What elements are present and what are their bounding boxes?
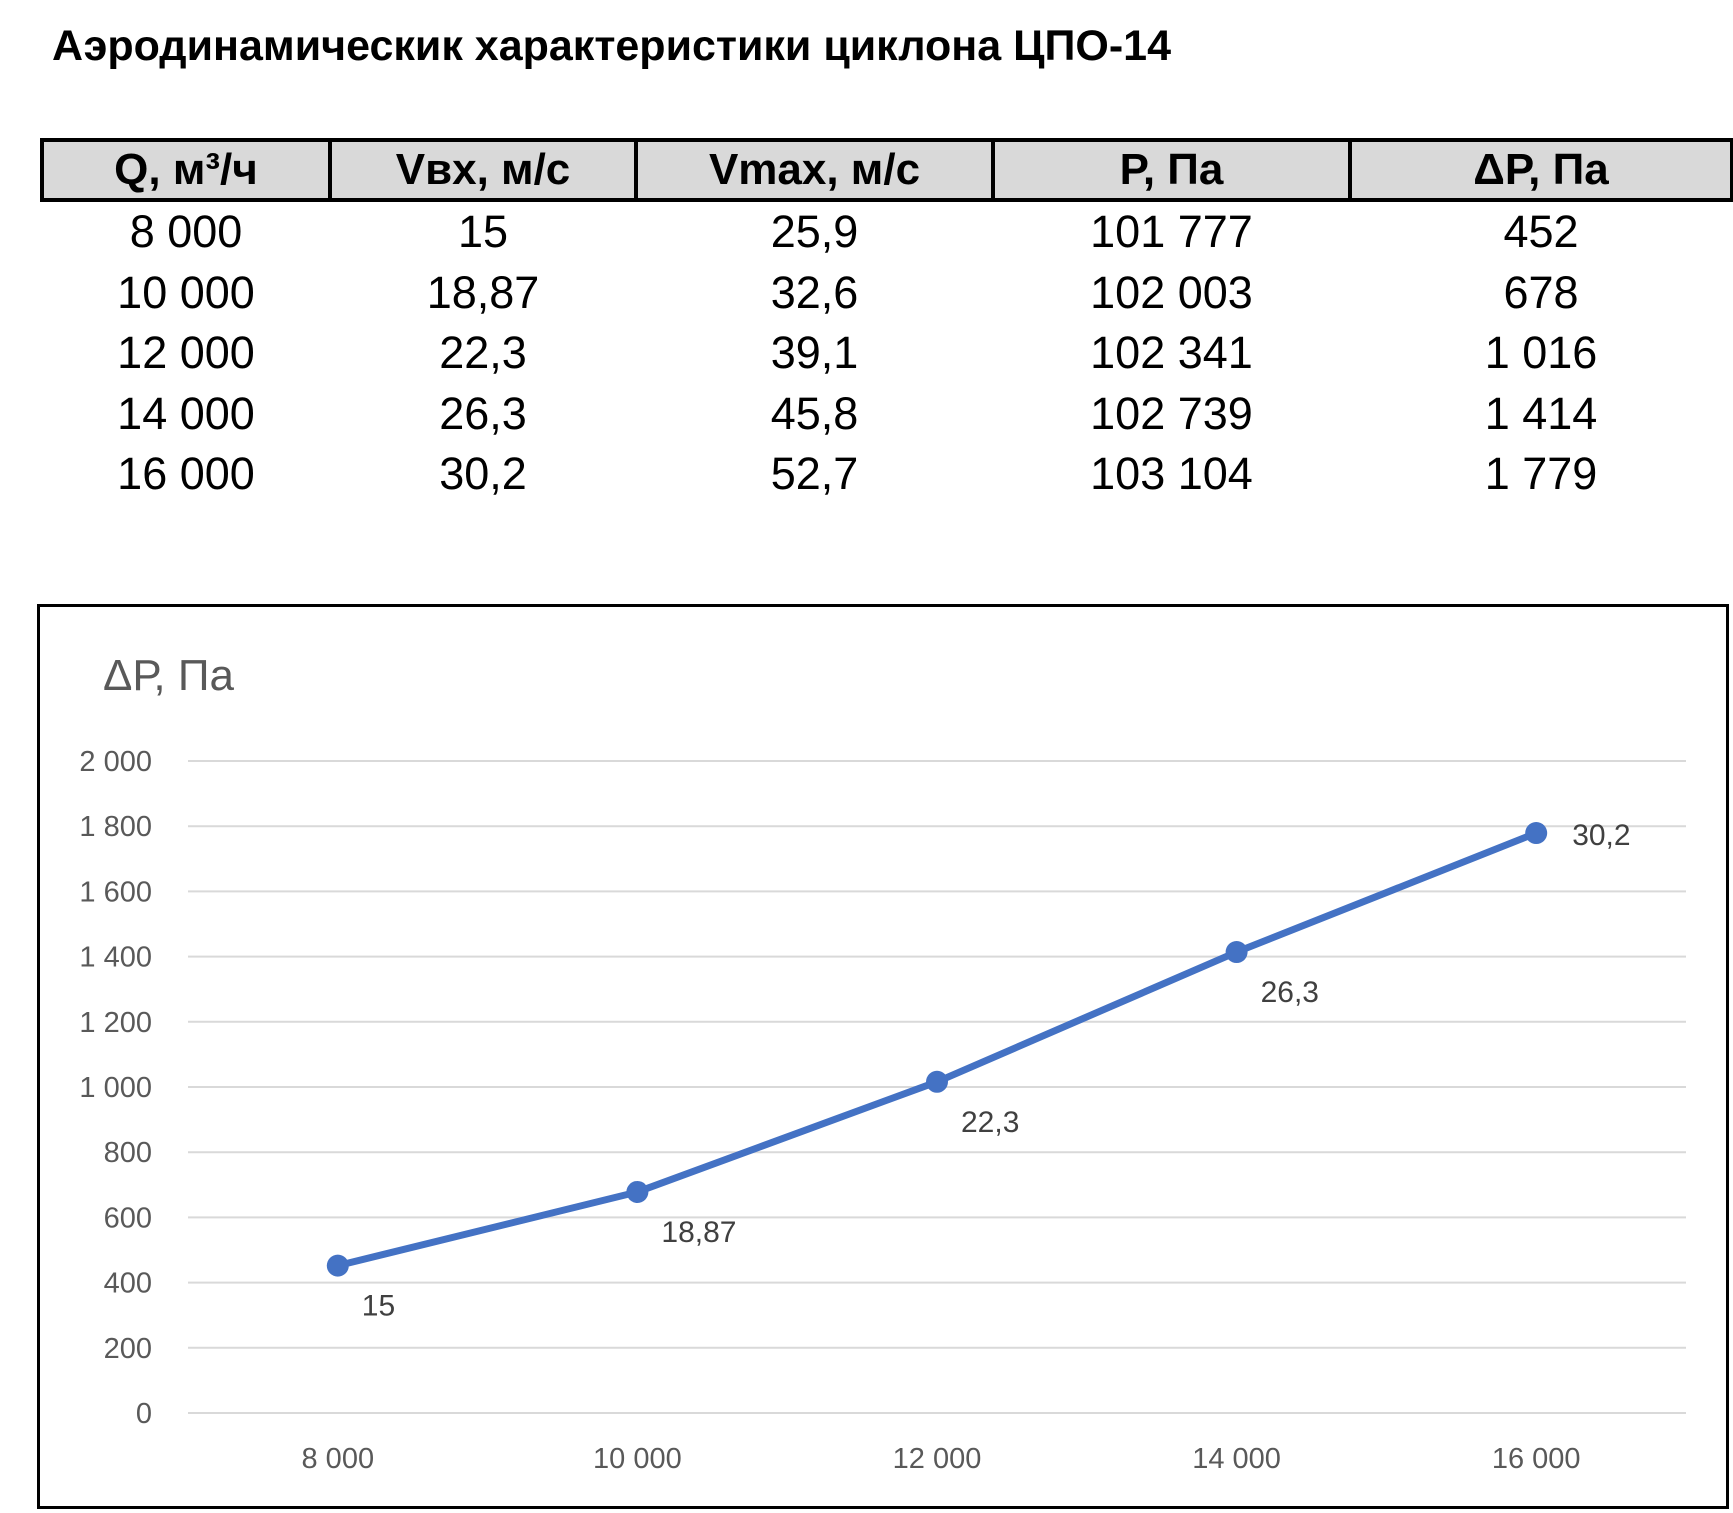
table-cell: 18,87 — [426, 266, 540, 318]
x-tick-label: 10 000 — [593, 1443, 682, 1475]
table-row: 14 000 26,3 45,8 102 739 1 414 — [42, 384, 1732, 445]
data-point — [326, 1254, 349, 1277]
table-cell: 101 777 — [1090, 206, 1253, 258]
table-cell: 52,7 — [770, 448, 859, 500]
table-cell: 26,3 — [439, 387, 527, 439]
chart-area: ΔР, Па 0 200 400 600 800 1 000 1 200 1 400 1 600… — [37, 604, 1729, 1509]
table-cell: 32,6 — [770, 266, 859, 318]
table-row: 16 000 30,2 52,7 103 104 1 779 — [42, 444, 1732, 505]
table-cell: 102 003 — [1090, 266, 1253, 318]
data-label: 15 — [362, 1290, 395, 1323]
data-table: Q, м³/ч Vвх, м/с Vmax, м/с Р, Па ΔР, Па … — [40, 138, 1733, 505]
table-cell: 8 000 — [129, 206, 243, 258]
x-axis-ticks: 8 000 10 000 12 000 14 000 16 000 — [302, 1443, 1581, 1475]
data-point — [626, 1180, 649, 1203]
x-tick-label: 12 000 — [893, 1443, 982, 1475]
line-chart: ΔР, Па 0 200 400 600 800 1 000 1 200 1 400 1 600… — [79, 651, 1686, 1475]
x-tick-label: 16 000 — [1492, 1443, 1581, 1475]
table-header-row: Q, м³/ч Vвх, м/с Vmax, м/с Р, Па ΔР, Па — [40, 138, 1733, 202]
header-dp: ΔР, Па — [1348, 138, 1733, 202]
x-tick-label: 8 000 — [302, 1443, 375, 1475]
y-tick-label: 400 — [104, 1268, 152, 1300]
table-cell: 1 414 — [1484, 387, 1598, 439]
y-tick-label: 200 — [104, 1333, 152, 1365]
header-vin: Vвх, м/с — [328, 138, 638, 202]
table-cell: 103 104 — [1090, 448, 1253, 500]
y-tick-label: 1 400 — [79, 942, 152, 974]
data-labels: 15 18,87 22,3 26,3 30,2 — [362, 819, 1631, 1323]
table-cell: 1 016 — [1484, 327, 1598, 379]
y-tick-label: 1 600 — [79, 876, 152, 908]
page-title: Аэродинамическик характеристики циклона … — [52, 22, 1171, 70]
y-axis-ticks: 0 200 400 600 800 1 000 1 200 1 400 1 600 1 800 2 … — [79, 746, 152, 1430]
table-cell: 102 341 — [1090, 327, 1253, 379]
y-tick-label: 0 — [136, 1398, 152, 1430]
table-cell: 16 000 — [117, 448, 255, 500]
table-cell: 22,3 — [439, 327, 527, 379]
table-row: 12 000 22,3 39,1 102 341 1 016 — [42, 323, 1732, 384]
y-tick-label: 600 — [104, 1202, 152, 1234]
header-p: Р, Па — [991, 138, 1352, 202]
data-point — [1525, 822, 1548, 845]
data-label: 22,3 — [961, 1106, 1019, 1139]
data-label: 30,2 — [1572, 819, 1630, 852]
table-cell: 678 — [1503, 266, 1579, 318]
series-line — [334, 829, 1540, 1270]
table-cell: 39,1 — [770, 327, 859, 379]
table-row: 8 000 15 25,9 101 777 452 — [42, 200, 1732, 263]
data-point — [1225, 941, 1248, 964]
table-cell: 15 — [457, 206, 509, 258]
x-tick-label: 14 000 — [1192, 1443, 1281, 1475]
table-cell: 45,8 — [770, 387, 859, 439]
header-q: Q, м³/ч — [40, 138, 332, 202]
chart-title: ΔР, Па — [103, 651, 234, 700]
data-table-container: Q, м³/ч Vвх, м/с Vmax, м/с Р, Па ΔР, Па … — [40, 138, 1733, 505]
y-tick-label: 1 800 — [79, 811, 152, 843]
table-cell: 10 000 — [117, 266, 255, 318]
y-tick-label: 1 000 — [79, 1072, 152, 1104]
table-cell: 1 779 — [1484, 448, 1598, 500]
y-tick-label: 2 000 — [79, 746, 152, 778]
table-row: 10 000 18,87 32,6 102 003 678 — [42, 263, 1732, 324]
table-cell: 30,2 — [439, 448, 527, 500]
header-vmax: Vmax, м/с — [634, 138, 995, 202]
table-cell: 452 — [1503, 206, 1579, 258]
data-label: 26,3 — [1261, 976, 1319, 1009]
y-tick-label: 800 — [104, 1137, 152, 1169]
y-tick-label: 1 200 — [79, 1007, 152, 1039]
data-point — [926, 1070, 948, 1093]
table-cell: 25,9 — [770, 206, 859, 258]
table-cell: 102 739 — [1090, 387, 1253, 439]
data-label: 18,87 — [661, 1216, 736, 1249]
table-cell: 14 000 — [117, 387, 255, 439]
series-group — [326, 822, 1548, 1277]
table-cell: 12 000 — [117, 327, 255, 379]
